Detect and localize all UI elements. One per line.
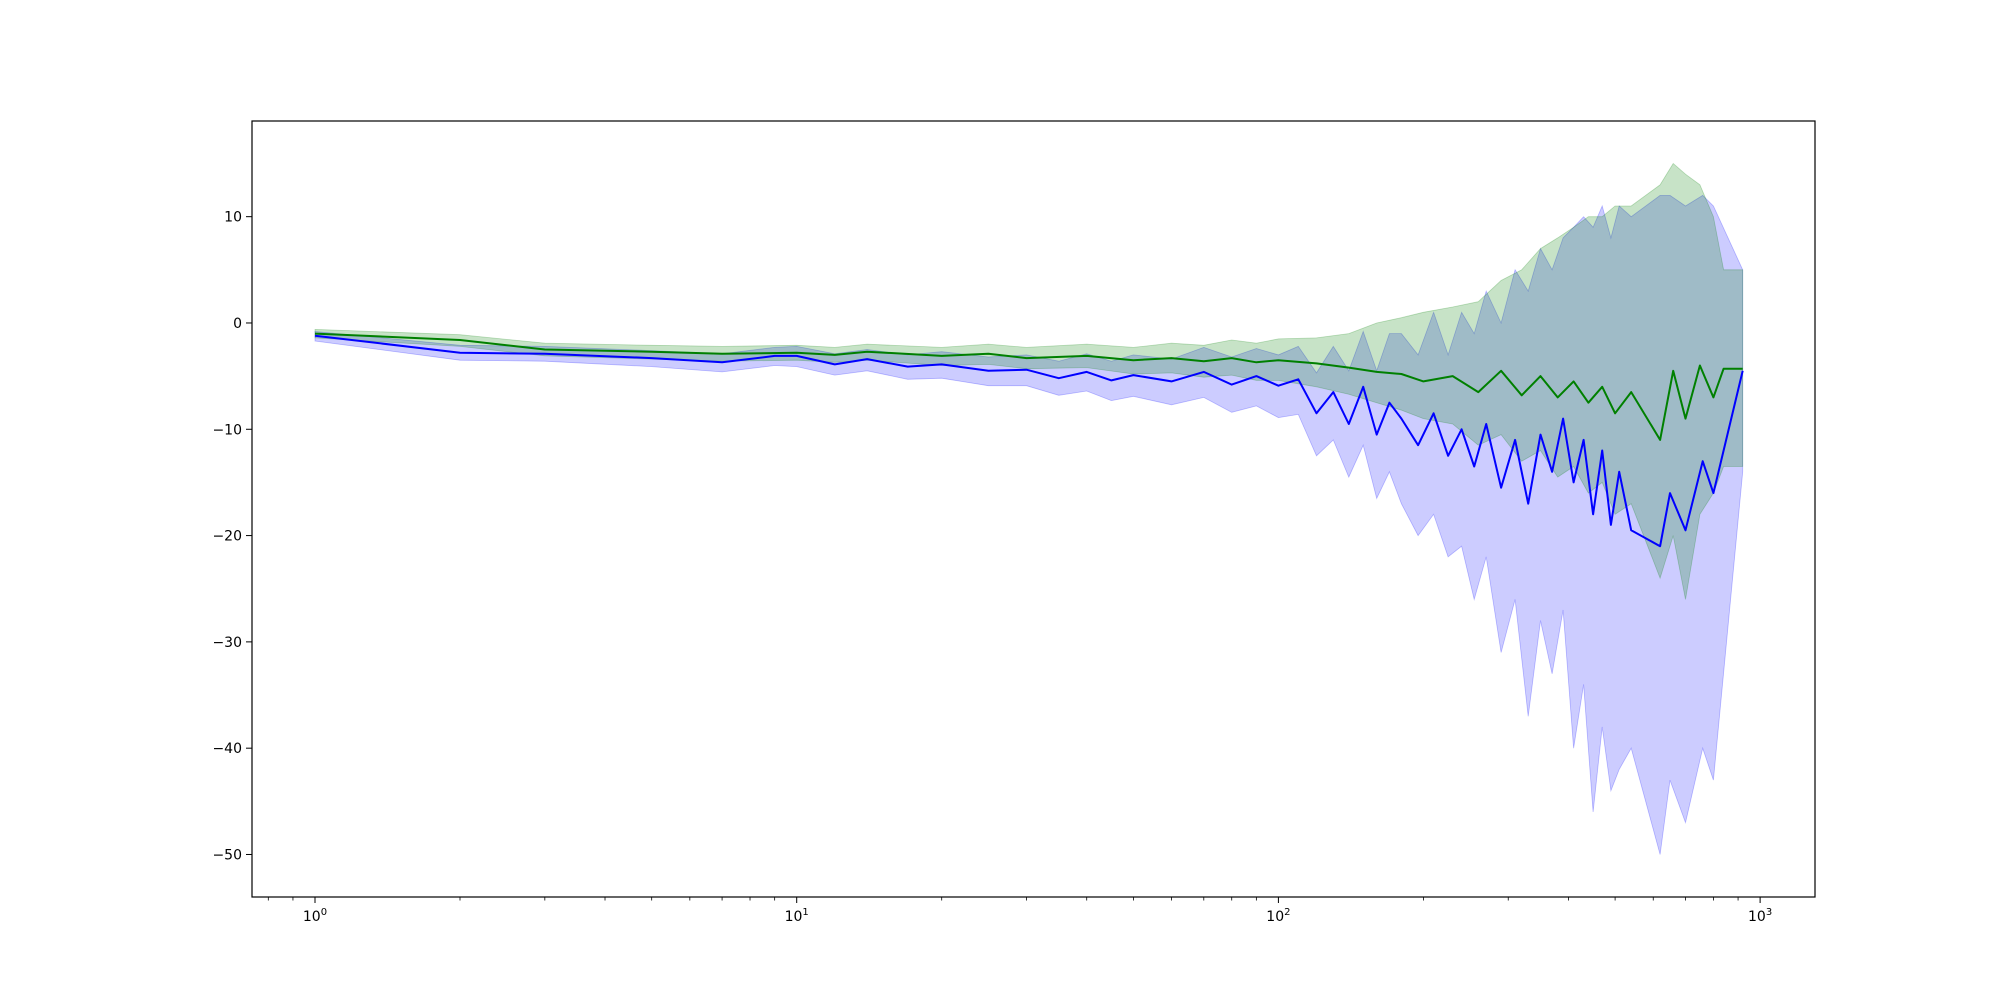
y-tick-label: −20 (212, 529, 242, 545)
y-tick-label: 0 (233, 316, 242, 332)
series-lines (314, 332, 1744, 548)
line-series-2 (314, 332, 1743, 441)
y-tick-label: −40 (212, 741, 242, 757)
y-tick-label: −30 (212, 635, 242, 651)
y-tick-label: −50 (212, 847, 242, 863)
line-series-1 (314, 334, 1744, 548)
x-axis: 100 101 102 103 (267, 897, 1772, 925)
confidence-bands (314, 162, 1744, 855)
y-tick-label: 10 (224, 210, 242, 226)
x-tick-label: 101 (785, 907, 809, 925)
y-axis: 10 0 −10 −20 −30 −40 −50 (212, 210, 252, 863)
x-tick-label: 100 (303, 907, 327, 925)
x-tick-label: 102 (1266, 907, 1290, 925)
plot-frame (251, 120, 1816, 898)
x-tick-label: 103 (1748, 907, 1772, 925)
y-tick-label: −10 (212, 422, 242, 438)
band-series-2 (314, 162, 1744, 600)
